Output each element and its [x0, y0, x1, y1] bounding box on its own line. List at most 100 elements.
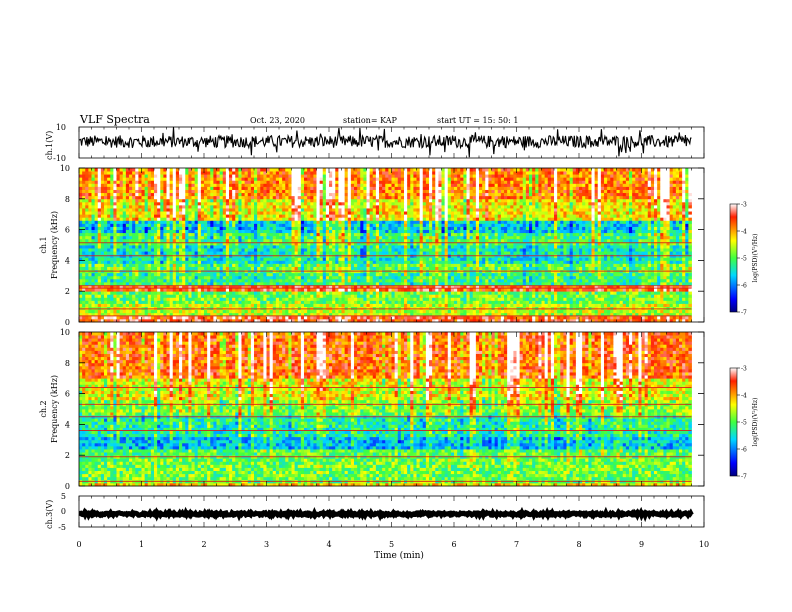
spectrogram-cell	[332, 316, 336, 319]
spectrogram-cell	[457, 310, 461, 313]
spectrogram-cell	[373, 300, 377, 303]
spectrogram-cell	[160, 294, 164, 297]
spectrogram-cell	[288, 307, 292, 310]
spectrogram-cell	[248, 316, 252, 319]
spectrogram-cell	[429, 316, 433, 319]
spectrogram-cell	[682, 294, 686, 297]
spectrogram-cell	[304, 294, 308, 297]
spectrogram-cell	[557, 300, 561, 303]
spectrogram-cell	[170, 297, 174, 300]
spectrogram-cell	[279, 291, 283, 294]
spectrogram-cell	[401, 310, 405, 313]
spectrogram-cell	[107, 300, 111, 303]
spectrogram-cell	[538, 307, 542, 310]
spectrogram-cell	[420, 307, 424, 310]
spectrogram-cell	[392, 300, 396, 303]
spectrogram-cell	[548, 300, 552, 303]
spectrogram-cell	[229, 304, 233, 307]
spectrogram-cell	[292, 294, 296, 297]
spectrogram-cell	[670, 307, 674, 310]
spectrogram-cell	[220, 294, 224, 297]
spectrogram-cell	[329, 304, 333, 307]
spectrogram-cell	[213, 291, 217, 294]
spectrogram-cell	[101, 291, 105, 294]
spectrogram-cell	[254, 307, 258, 310]
spectrogram-cell	[482, 300, 486, 303]
spectrogram-cell	[532, 294, 536, 297]
spectrogram-cell	[167, 300, 171, 303]
spectrogram-cell	[88, 316, 92, 319]
spectrogram-cell	[98, 294, 102, 297]
spectrogram-cell	[567, 294, 571, 297]
spectrogram-cell	[342, 294, 346, 297]
spectrogram-cell	[423, 316, 427, 319]
spectrogram-cell	[451, 300, 455, 303]
spectrogram-cell	[126, 291, 130, 294]
spectrogram-cell	[229, 310, 233, 313]
spectrogram-cell	[545, 307, 549, 310]
spectrogram-cell	[688, 300, 692, 303]
spectrogram-cell	[398, 297, 402, 300]
spectrogram-cell	[626, 307, 630, 310]
spectrogram-cell	[479, 294, 483, 297]
spectrogram-cell	[245, 297, 249, 300]
spectrogram-cell	[276, 307, 280, 310]
spectrogram-cell	[645, 310, 649, 313]
spectrogram-cell	[123, 297, 127, 300]
spectrogram-cell	[110, 310, 114, 313]
spectrogram-cell	[485, 307, 489, 310]
spectrogram-cell	[460, 297, 464, 300]
spectrogram-cell	[507, 316, 511, 319]
spectrogram-cell	[310, 300, 314, 303]
spectrogram-cell	[104, 294, 108, 297]
spectrogram-cell	[307, 300, 311, 303]
spectrogram-cell	[220, 297, 224, 300]
spectrogram-cell	[320, 294, 324, 297]
spectrogram-cell	[95, 300, 99, 303]
spectrogram-cell	[163, 307, 167, 310]
spectrogram-cell	[510, 294, 514, 297]
spectrogram-cell	[242, 304, 246, 307]
spectrogram-cell	[323, 304, 327, 307]
spectrogram-cell	[507, 310, 511, 313]
spectrogram-cell	[426, 310, 430, 313]
spectrogram-cell	[485, 304, 489, 307]
spectrogram-cell	[435, 310, 439, 313]
spectrogram-cell	[607, 307, 611, 310]
spectrogram-cell	[654, 300, 658, 303]
spectrogram-cell	[173, 316, 177, 319]
spectrogram-cell	[163, 310, 167, 313]
spectrogram-cell	[310, 294, 314, 297]
spectrogram-cell	[204, 304, 208, 307]
spectrogram-cell	[295, 310, 299, 313]
spectrogram-cell	[488, 297, 492, 300]
spectrogram-cell	[92, 304, 96, 307]
spectrogram-cell	[210, 297, 214, 300]
spectrogram-cell	[126, 300, 130, 303]
spectrogram-cell	[88, 307, 92, 310]
spectrogram-cell	[151, 297, 155, 300]
spectrogram-cell	[104, 291, 108, 294]
spectrogram-cell	[242, 310, 246, 313]
spectrogram-cell	[85, 297, 89, 300]
spectrogram-cell	[498, 300, 502, 303]
spectrogram-cell	[376, 316, 380, 319]
spectrogram-cell	[360, 294, 364, 297]
spectrogram-cell	[276, 300, 280, 303]
spectrogram-cell	[295, 297, 299, 300]
spectrogram-cell	[170, 307, 174, 310]
spectrogram-cell	[417, 307, 421, 310]
spectrogram-cell	[451, 307, 455, 310]
spectrogram-cell	[329, 291, 333, 294]
spectrogram-cell	[651, 316, 655, 319]
spectrogram-cell	[385, 310, 389, 313]
spectrogram-cell	[388, 310, 392, 313]
spectrogram-cell	[623, 294, 627, 297]
spectrogram-cell	[470, 310, 474, 313]
spectrogram-cell	[545, 310, 549, 313]
spectrogram-cell	[132, 307, 136, 310]
spectrogram-cell	[645, 304, 649, 307]
spectrogram-cell	[520, 310, 524, 313]
spectrogram-cell	[663, 297, 667, 300]
spectrogram-cell	[120, 316, 124, 319]
